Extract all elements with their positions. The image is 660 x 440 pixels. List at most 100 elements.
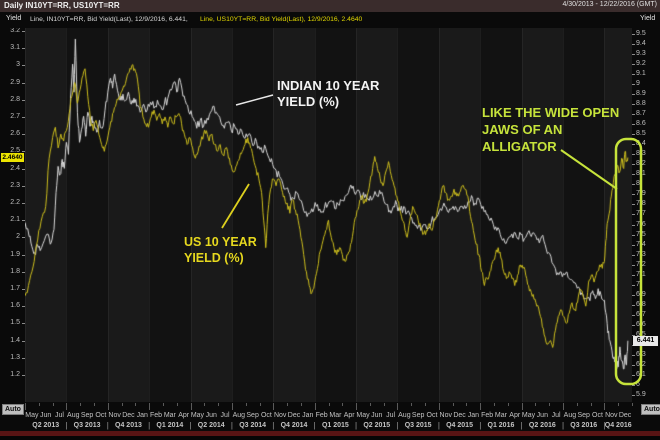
month-tick-mark xyxy=(342,403,344,406)
left-axis-tick-label: 1.7 xyxy=(10,284,20,292)
month-label: May xyxy=(190,412,205,419)
right-axis-tick-label: 9 xyxy=(636,80,640,88)
month-tick-mark xyxy=(328,403,330,406)
right-axis-tick-mark xyxy=(632,214,635,216)
left-axis-tick-mark xyxy=(22,30,25,32)
left-axis-tick-mark xyxy=(22,202,25,204)
quarter-separator: | xyxy=(65,421,68,430)
right-axis-tick-label: 8.9 xyxy=(636,90,646,98)
month-tick-mark xyxy=(314,403,316,410)
quarter-separator: | xyxy=(313,421,316,430)
month-label: Jul xyxy=(220,412,230,419)
right-axis-tick-label: 6.6 xyxy=(636,320,646,328)
quarter-label: Q2 2015 xyxy=(363,422,391,429)
right-axis-tick-label: 7.7 xyxy=(636,210,646,218)
month-label: Mar xyxy=(329,412,342,419)
right-axis-auto-button[interactable]: Auto xyxy=(641,404,660,415)
month-label: Dec xyxy=(618,412,632,419)
left-axis-tick-mark xyxy=(22,357,25,359)
right-axis-tick-mark xyxy=(632,374,635,376)
month-label: Mar xyxy=(494,412,507,419)
left-axis-tick-label: 2.3 xyxy=(10,181,20,189)
month-label: Sep xyxy=(80,412,94,419)
month-tick-mark xyxy=(411,403,413,406)
right-axis-tick-mark xyxy=(632,114,635,116)
left-axis-title: Yield xyxy=(6,15,22,22)
right-axis-tick-mark xyxy=(632,244,635,246)
right-axis-tick-label: 9.1 xyxy=(636,70,646,78)
quarter-separator: | xyxy=(355,421,358,430)
month-label: Oct xyxy=(260,412,272,419)
left-axis-tick-mark xyxy=(22,254,25,256)
left-axis-tick-label: 1.6 xyxy=(10,302,20,310)
month-tick-mark xyxy=(480,403,482,410)
right-axis-tick-label: 7.3 xyxy=(636,250,646,258)
left-axis-tick-mark xyxy=(22,99,25,101)
quarter-label: Q2 2016 xyxy=(528,422,556,429)
right-axis-tick-label: 8.7 xyxy=(636,110,646,118)
x-axis[interactable]: May Jun Jul Aug Sep Oct Nov Dec Jan Feb Mar Apr May J… xyxy=(0,402,660,431)
left-axis-tick-mark xyxy=(22,151,25,153)
right-axis-tick-mark xyxy=(632,304,635,306)
right-axis-tick-label: 9.4 xyxy=(636,40,646,48)
month-tick-mark xyxy=(135,403,137,406)
month-label: Feb xyxy=(315,412,328,419)
right-axis-tick-label: 7.5 xyxy=(636,230,646,238)
legend-us-series[interactable]: Line, US10YT=RR, Bid Yield(Last), 12/9/2… xyxy=(200,16,363,23)
month-tick-mark xyxy=(121,403,123,406)
legend-bar: Yield Line, IN10YT=RR, Bid Yield(Last), … xyxy=(0,12,660,28)
right-axis-tick-label: 8.1 xyxy=(636,170,646,178)
us-current-value-box: 2.4640 xyxy=(1,153,24,163)
left-axis-tick-mark xyxy=(22,185,25,187)
left-axis-tick-mark xyxy=(22,168,25,170)
right-axis-tick-mark xyxy=(632,134,635,136)
quarter-label: Q4 2015 xyxy=(446,422,473,429)
left-axis-tick-label: 1.5 xyxy=(10,319,20,327)
month-tick-mark xyxy=(438,403,440,410)
month-label: Dec xyxy=(453,412,466,419)
legend-indian-series[interactable]: Line, IN10YT=RR, Bid Yield(Last), 12/9/2… xyxy=(30,16,188,23)
left-axis-tick-label: 2.5 xyxy=(10,147,20,155)
month-tick-mark xyxy=(162,403,164,406)
month-label: Aug xyxy=(398,412,411,419)
left-axis-auto-button[interactable]: Auto xyxy=(2,404,24,415)
month-tick-mark xyxy=(52,403,54,406)
left-axis-tick-label: 2.7 xyxy=(10,112,20,120)
month-label: Feb xyxy=(481,412,494,419)
quarter-label: Q3 2015 xyxy=(404,422,432,429)
date-range-label: 4/30/2013 - 12/22/2016 (GMT) xyxy=(562,1,657,8)
right-axis-tick-mark xyxy=(632,234,635,236)
month-label: Feb xyxy=(150,412,163,419)
plot-area[interactable] xyxy=(25,28,633,402)
month-tick-mark xyxy=(38,403,40,406)
right-axis-tick-label: 5.9 xyxy=(636,390,646,398)
right-axis-tick-label: 6.2 xyxy=(636,360,646,368)
quarter-separator: | xyxy=(437,421,440,430)
month-tick-mark xyxy=(507,403,509,406)
month-label: Aug xyxy=(563,412,577,419)
month-tick-mark xyxy=(231,403,233,410)
window-titlebar[interactable]: Daily IN10YT=RR, US10YT=RR 4/30/2013 - 1… xyxy=(0,0,660,12)
right-axis-tick-mark xyxy=(632,34,635,36)
right-axis-tick-mark xyxy=(632,284,635,286)
month-tick-mark xyxy=(218,403,220,406)
left-axis-tick-mark xyxy=(22,288,25,290)
month-tick-mark xyxy=(383,403,385,406)
right-axis-tick-label: 8 xyxy=(636,180,640,188)
quarter-separator: | xyxy=(106,421,109,430)
month-label: Oct xyxy=(426,412,438,419)
month-label: Jul xyxy=(386,412,396,419)
month-label: May xyxy=(25,412,39,419)
quarter-label: Q1 2015 xyxy=(321,422,349,429)
right-y-axis[interactable]: 9.69.59.49.39.29.198.98.88.78.68.58.48.3… xyxy=(632,28,660,402)
left-y-axis[interactable]: 3.2 3.1 3 2.9 2.8 2.7 2.6 2.5 2.4 2.3 2.2 2.1 2 1.9 1.… xyxy=(0,28,25,402)
month-tick-mark xyxy=(521,403,523,410)
quarter-label: Q3 2016 xyxy=(570,422,598,429)
right-axis-tick-mark xyxy=(632,194,635,196)
month-label: Sep xyxy=(411,412,425,419)
right-axis-tick-label: 9.5 xyxy=(636,30,646,38)
left-axis-tick-mark xyxy=(22,271,25,273)
left-axis-tick-label: 2.1 xyxy=(10,216,20,224)
right-axis-tick-mark xyxy=(632,324,635,326)
month-tick-mark xyxy=(618,403,620,406)
